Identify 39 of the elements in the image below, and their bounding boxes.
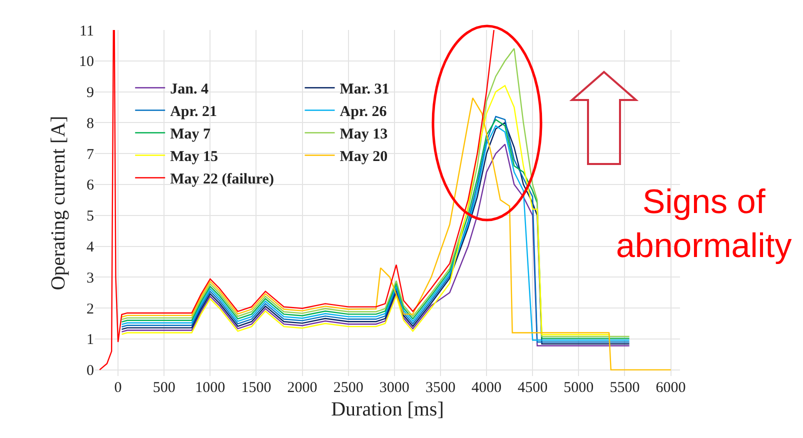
- legend-label: May 13: [340, 126, 388, 143]
- y-tick-label: 1: [86, 332, 94, 348]
- legend-label: Apr. 21: [170, 104, 218, 120]
- x-tick-label: 2500: [333, 380, 364, 396]
- legend-label: Apr. 26: [340, 104, 388, 120]
- y-tick-label: 8: [86, 116, 94, 132]
- x-tick-label: 4000: [472, 380, 502, 396]
- line-series: [99, 30, 495, 370]
- y-tick-label: 3: [86, 270, 94, 286]
- y-tick-label: 7: [86, 146, 94, 163]
- y-tick-label: 11: [80, 23, 94, 40]
- y-tick-label: 6: [86, 178, 94, 194]
- legend-label: May 22 (failure): [170, 172, 274, 188]
- legend-label: Jan. 4: [170, 82, 209, 98]
- y-tick-label: 10: [79, 54, 94, 70]
- y-axis-title: Operating current [A]: [48, 116, 70, 290]
- y-tick-label: 2: [86, 301, 94, 318]
- x-tick-label: 2000: [287, 380, 318, 396]
- x-tick-label: 0: [114, 380, 122, 396]
- x-tick-label: 1500: [241, 380, 272, 396]
- x-tick-label: 4500: [518, 380, 548, 396]
- line-series: [121, 85, 611, 336]
- x-tick-label: 5500: [610, 380, 640, 396]
- legend-label: May 20: [340, 149, 388, 166]
- x-axis-title: Duration [ms]: [331, 398, 444, 420]
- y-tick-label: 0: [86, 363, 94, 380]
- x-tick-label: 1000: [195, 380, 226, 396]
- x-tick-label: 5000: [564, 380, 594, 396]
- y-tick-label: 5: [86, 208, 94, 225]
- legend-label: May 7: [170, 126, 212, 143]
- x-tick-label: 3000: [379, 380, 410, 396]
- legend-label: May 15: [170, 149, 218, 166]
- annotation: Signs of abnormality: [616, 183, 792, 266]
- y-tick-label: 9: [86, 85, 94, 102]
- x-tick-label: 500: [152, 380, 176, 396]
- legend-label: Mar. 31: [340, 82, 390, 98]
- x-tick-label: 3500: [425, 380, 456, 396]
- x-tick-label: 6000: [656, 380, 686, 396]
- y-tick-label: 4: [86, 240, 94, 256]
